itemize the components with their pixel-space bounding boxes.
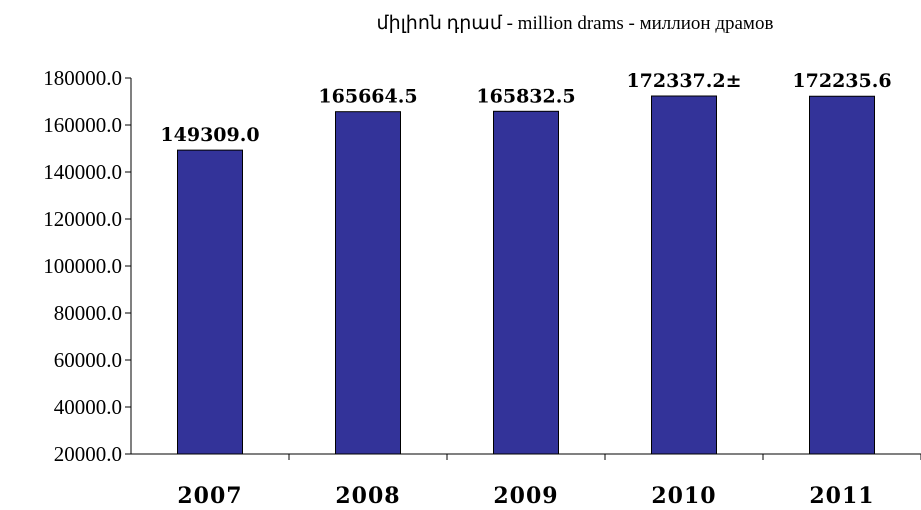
data-label: 172337.2± [626, 70, 741, 92]
y-tick-label: 100000.0 [43, 254, 122, 278]
y-tick-label: 160000.0 [43, 113, 122, 137]
data-label: 172235.6 [792, 70, 891, 92]
data-labels: 149309.0 165664.5 165832.5 172337.2± 172235.… [160, 70, 891, 146]
x-tick-label: 2009 [493, 483, 558, 509]
unit-label: միլիոն դրամ - million drams - миллион др… [377, 13, 774, 34]
x-tick-label: 2010 [651, 483, 716, 509]
y-tick-label: 40000.0 [54, 395, 122, 419]
x-tick-label: 2007 [177, 483, 242, 509]
bar-2009 [493, 110, 559, 455]
bar-2007 [177, 149, 243, 455]
bars [177, 95, 875, 455]
bar-2008 [335, 111, 401, 455]
y-tick-label: 140000.0 [43, 160, 122, 184]
y-tick-label: 80000.0 [54, 301, 122, 325]
data-label: 149309.0 [160, 124, 259, 146]
y-axis: 20000.0 40000.0 60000.0 80000.0 100000.0 1200… [43, 66, 132, 466]
data-label: 165832.5 [476, 85, 575, 107]
y-tick-label: 120000.0 [43, 207, 122, 231]
y-tick-label: 20000.0 [54, 442, 122, 466]
x-tick-label: 2011 [809, 483, 874, 509]
bar-2011 [809, 95, 875, 455]
data-label: 165664.5 [318, 86, 417, 108]
y-tick-label: 60000.0 [54, 348, 122, 372]
x-axis: 2007 2008 2009 2010 2011 [131, 453, 921, 509]
y-tick-label: 180000.0 [43, 66, 122, 90]
x-tick-label: 2008 [335, 483, 400, 509]
bar-2010 [651, 95, 717, 455]
